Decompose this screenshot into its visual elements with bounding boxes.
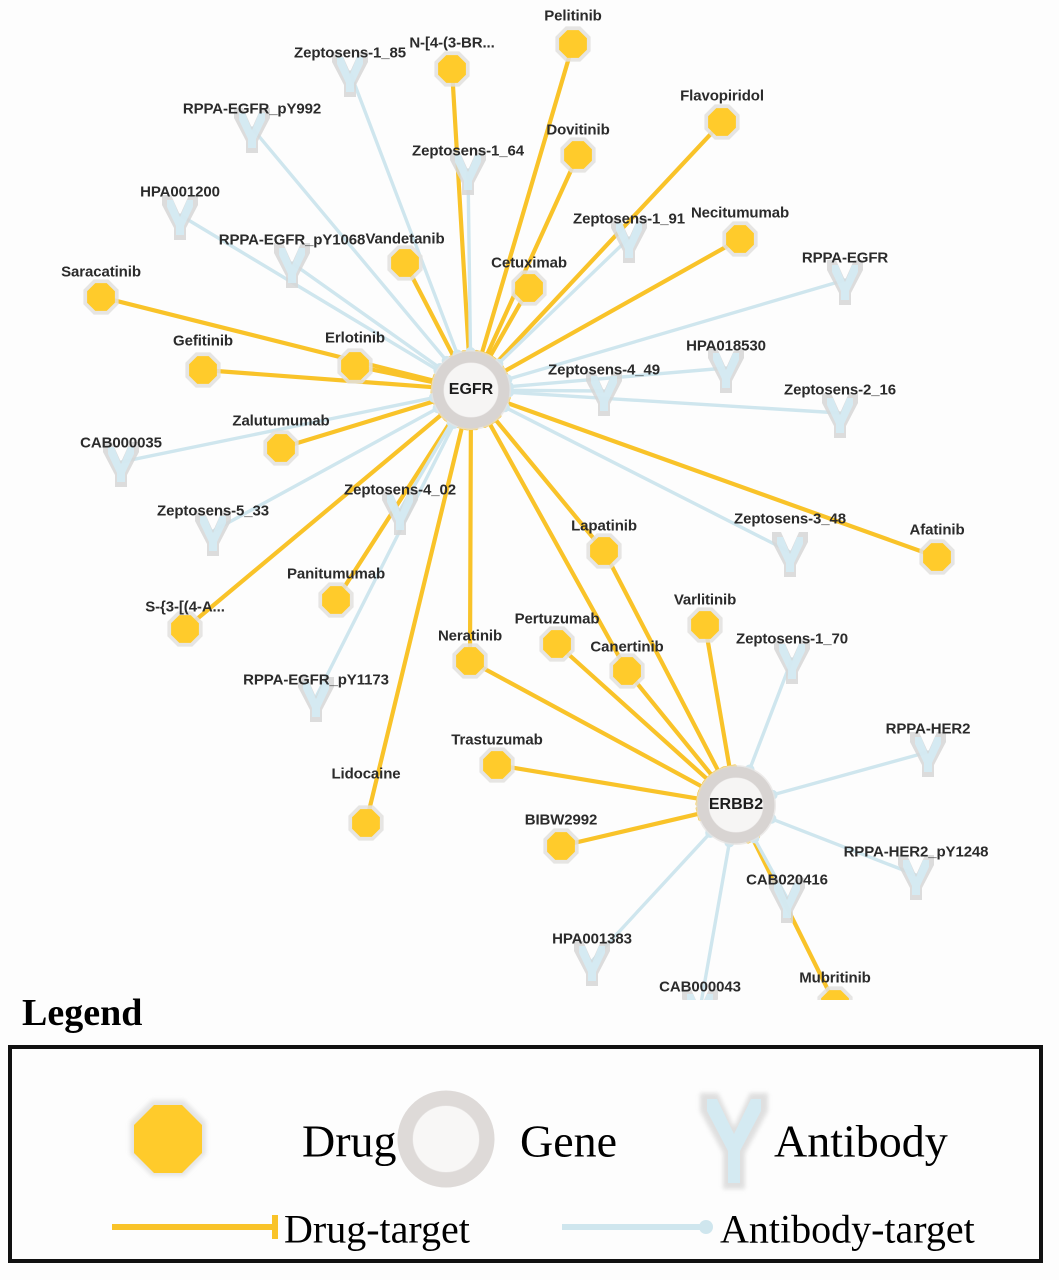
drug-node[interactable] bbox=[434, 51, 470, 87]
drug-node[interactable] bbox=[555, 26, 591, 62]
gene-node-EGFR[interactable] bbox=[431, 350, 511, 430]
drug-node[interactable] bbox=[704, 104, 740, 140]
drug-node[interactable] bbox=[263, 430, 299, 466]
network-graph-canvas: Zeptosens-1_85 RPPA-EGFR_pY992 Zeptosens-1… bbox=[61, 8, 989, 1034]
gene-node-ERBB2[interactable] bbox=[696, 765, 776, 845]
drug-node[interactable] bbox=[511, 270, 547, 306]
antibody-node[interactable] bbox=[772, 532, 808, 577]
legend-box: Drug Gene Antibody Drug-target Antibody-… bbox=[8, 1045, 1043, 1263]
antibody-node[interactable] bbox=[822, 393, 858, 438]
legend-label-antibody: Antibody bbox=[774, 1115, 948, 1167]
antibody-node[interactable] bbox=[586, 371, 622, 416]
legend-gene-icon bbox=[397, 1090, 495, 1188]
legend-graphics bbox=[112, 1090, 768, 1239]
drug-node[interactable] bbox=[560, 137, 596, 173]
gene-label-ERBB2: ERBB2 bbox=[708, 796, 764, 813]
drug-node[interactable] bbox=[387, 245, 423, 281]
antibody-node[interactable] bbox=[769, 878, 805, 923]
legend-label-antibody-target: Antibody-target bbox=[720, 1206, 975, 1252]
antibody-node[interactable] bbox=[774, 639, 810, 684]
antibody-node[interactable] bbox=[910, 732, 946, 777]
antibody-node[interactable] bbox=[827, 260, 863, 305]
legend-panel: Legend bbox=[0, 985, 1059, 1280]
antibody-node[interactable] bbox=[195, 511, 231, 556]
antibody-node[interactable] bbox=[898, 855, 934, 900]
drug-node[interactable] bbox=[337, 348, 373, 384]
antibody-node[interactable] bbox=[298, 677, 334, 722]
legend-antibody-icon bbox=[700, 1093, 768, 1189]
gene-label-EGFR: EGFR bbox=[448, 381, 494, 398]
antibody-node[interactable] bbox=[450, 150, 486, 195]
antibody-node[interactable] bbox=[382, 490, 418, 535]
antibody-node[interactable] bbox=[162, 195, 198, 240]
legend-antibody-target-line bbox=[562, 1220, 713, 1234]
drug-node[interactable] bbox=[722, 221, 758, 257]
antibody-node[interactable] bbox=[234, 108, 270, 153]
drug-node[interactable] bbox=[543, 828, 579, 864]
antibody-node[interactable] bbox=[274, 243, 310, 288]
nodes-layer bbox=[83, 26, 955, 1034]
drug-node[interactable] bbox=[452, 643, 488, 679]
antibody-node[interactable] bbox=[103, 442, 139, 487]
legend-label-gene: Gene bbox=[520, 1115, 618, 1167]
antibody-node[interactable] bbox=[611, 218, 647, 263]
drug-node[interactable] bbox=[919, 539, 955, 575]
drug-node[interactable] bbox=[348, 805, 384, 841]
legend-label-drug-target: Drug-target bbox=[284, 1206, 470, 1252]
antibody-node[interactable] bbox=[574, 941, 610, 986]
drug-node[interactable] bbox=[83, 279, 119, 315]
graph-svg bbox=[83, 26, 955, 1034]
drug-node[interactable] bbox=[167, 611, 203, 647]
legend-title: Legend bbox=[22, 992, 143, 1034]
legend-drug-icon bbox=[130, 1100, 206, 1176]
drug-node[interactable] bbox=[586, 533, 622, 569]
drug-node[interactable] bbox=[479, 747, 515, 783]
drug-node[interactable] bbox=[318, 582, 354, 618]
drug-node[interactable] bbox=[609, 653, 645, 689]
drug-node[interactable] bbox=[687, 607, 723, 643]
drug-node[interactable] bbox=[185, 352, 221, 388]
antibody-node[interactable] bbox=[708, 348, 744, 393]
legend-drug-target-line bbox=[112, 1215, 278, 1239]
antibody-node[interactable] bbox=[332, 52, 368, 97]
legend-label-drug: Drug bbox=[302, 1115, 397, 1167]
drug-node[interactable] bbox=[539, 626, 575, 662]
edges-layer bbox=[98, 41, 940, 1011]
